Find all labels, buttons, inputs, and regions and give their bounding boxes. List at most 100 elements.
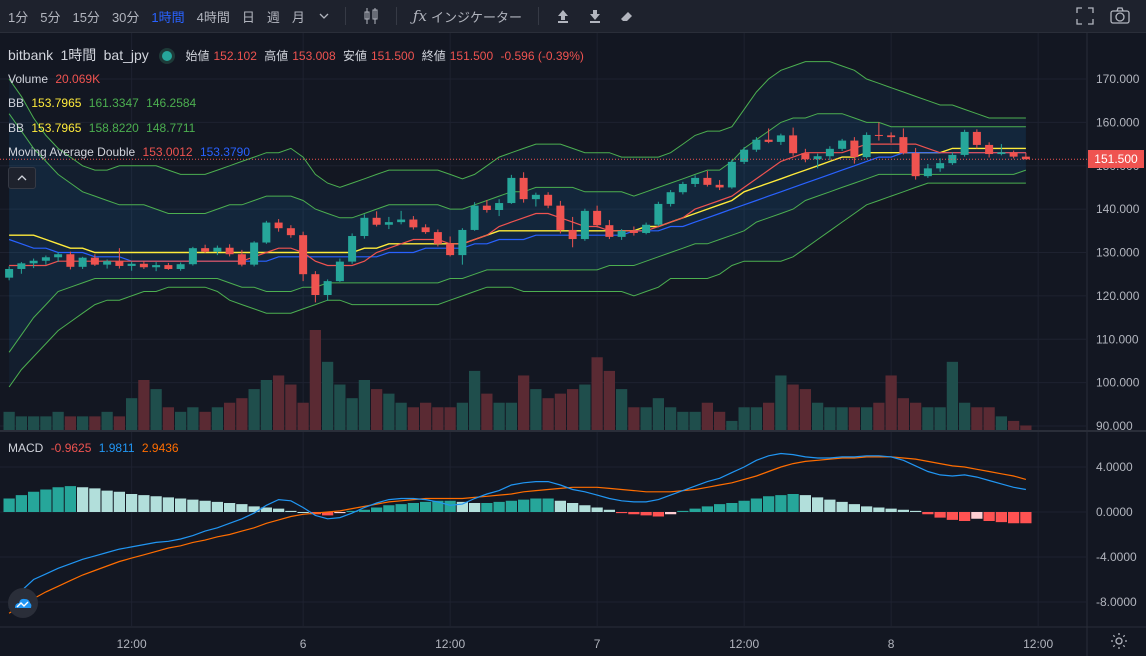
cloud-logo-icon (15, 598, 32, 608)
price-tick-label: 140.000 (1096, 202, 1140, 216)
volume-bar (775, 375, 787, 430)
timeframe-5[interactable]: 4時間 (196, 9, 230, 25)
volume-bar (175, 411, 187, 430)
macd-hist-bar (861, 506, 873, 512)
timeframe-2[interactable]: 15分 (72, 9, 100, 25)
download-icon[interactable] (579, 0, 611, 32)
macd-hist-bar (689, 508, 701, 512)
candle-body (776, 135, 785, 142)
macd-hist-bar (236, 504, 248, 512)
chart-canvas[interactable]: 170.000160.000150.000140.000130.000120.0… (0, 33, 1146, 656)
timeframe-7[interactable]: 週 (266, 9, 280, 25)
volume-bar (224, 402, 236, 430)
candle-body (801, 153, 810, 160)
macd-axis: 4.0000 0.0000 -4.0000 -8.0000 (1096, 460, 1137, 609)
candle-body (666, 192, 675, 204)
camera-icon[interactable] (1102, 0, 1138, 32)
macd-hist-bar (1008, 512, 1020, 524)
macd-hist-bar (505, 500, 517, 512)
ma-fast-value: 153.0012 (142, 145, 193, 159)
candle-body (764, 139, 773, 142)
volume-bar (211, 407, 223, 430)
volume-bar (273, 375, 285, 430)
eraser-icon[interactable] (611, 0, 643, 32)
time-tick-label: 7 (594, 637, 601, 651)
candle-body (960, 131, 969, 155)
volume-bar (910, 402, 922, 430)
volume-bar (383, 393, 395, 430)
candle-body (936, 163, 945, 169)
toolbar-right (1068, 0, 1138, 32)
candle-body (152, 265, 161, 268)
macd-hist-bar (665, 512, 677, 515)
candle-body (654, 203, 663, 225)
volume-bar (848, 407, 860, 430)
candle-body (90, 257, 99, 265)
bb2-lower: 148.7711 (146, 121, 196, 135)
candle-body (139, 263, 148, 268)
volume-bar (138, 380, 150, 430)
candle-body (580, 210, 589, 240)
legend-collapse-button[interactable] (8, 167, 36, 189)
macd-hist-bar (260, 507, 272, 512)
bb1-mid: 153.7965 (31, 96, 82, 110)
candle-body (372, 217, 381, 225)
macd-hist-bar (591, 507, 603, 512)
macd-hist-bar (322, 512, 334, 516)
candle-body (531, 194, 540, 200)
candle-body (348, 236, 357, 262)
indicators-label: インジケーター (430, 9, 522, 25)
candle-body (985, 144, 994, 155)
price-tick-label: 160.000 (1096, 115, 1140, 129)
change-value: -0.596 (-0.39%) (500, 49, 584, 63)
bb-outer-fill (9, 61, 1026, 387)
candle-body (556, 205, 565, 230)
volume-bar (603, 370, 615, 430)
timeframe-3[interactable]: 30分 (111, 9, 140, 25)
timeframe-0[interactable]: 1分 (8, 9, 29, 25)
volume-bar (652, 398, 664, 430)
tradingview-logo[interactable] (8, 588, 38, 618)
candle-body (629, 230, 638, 233)
settings-gear-icon[interactable] (1110, 632, 1128, 653)
timeframe-8[interactable]: 月 (291, 9, 305, 25)
macd-hist-bar (640, 512, 652, 516)
macd-hist-bar (603, 509, 615, 512)
macd-hist-bar (493, 501, 505, 512)
volume-bar (493, 402, 505, 430)
macd-tick-label: -4.0000 (1096, 550, 1137, 564)
volume-bar (750, 407, 762, 430)
volume-bar (897, 398, 909, 430)
volume-bar (922, 407, 934, 430)
candle-body (384, 222, 393, 225)
macd-hist-bar (469, 503, 481, 512)
candle-body (323, 281, 332, 296)
upload-icon[interactable] (547, 0, 579, 32)
macd-hist-bar (836, 501, 848, 512)
timeframe-6[interactable]: 日 (241, 9, 255, 25)
volume-bar (113, 416, 125, 430)
macd-hist-bar (89, 488, 101, 512)
volume-bar (150, 389, 162, 430)
macd-hist-bar (799, 495, 811, 512)
chevron-down-icon[interactable] (311, 0, 337, 32)
timeframe-4[interactable]: 1時間 (151, 9, 185, 25)
macd-hist-bar (848, 504, 860, 512)
candle-body (397, 219, 406, 223)
candle-body (850, 140, 859, 158)
volume-bar (285, 384, 297, 430)
volume-bar (40, 416, 52, 430)
fullscreen-icon[interactable] (1068, 0, 1102, 32)
candle-body (17, 263, 26, 269)
candle-body (262, 222, 271, 243)
candle-body (874, 134, 883, 136)
macd-hist-bar (652, 512, 664, 517)
volume-bar (689, 411, 701, 430)
macd-hist-bar (481, 503, 493, 512)
indicators-button[interactable]: ƒx インジケーター (405, 0, 530, 32)
macd-hist-bar (530, 498, 542, 512)
candlestick-type-icon[interactable] (354, 0, 388, 32)
volume-bar (665, 407, 677, 430)
candle-body (250, 242, 259, 265)
timeframe-1[interactable]: 5分 (40, 9, 61, 25)
